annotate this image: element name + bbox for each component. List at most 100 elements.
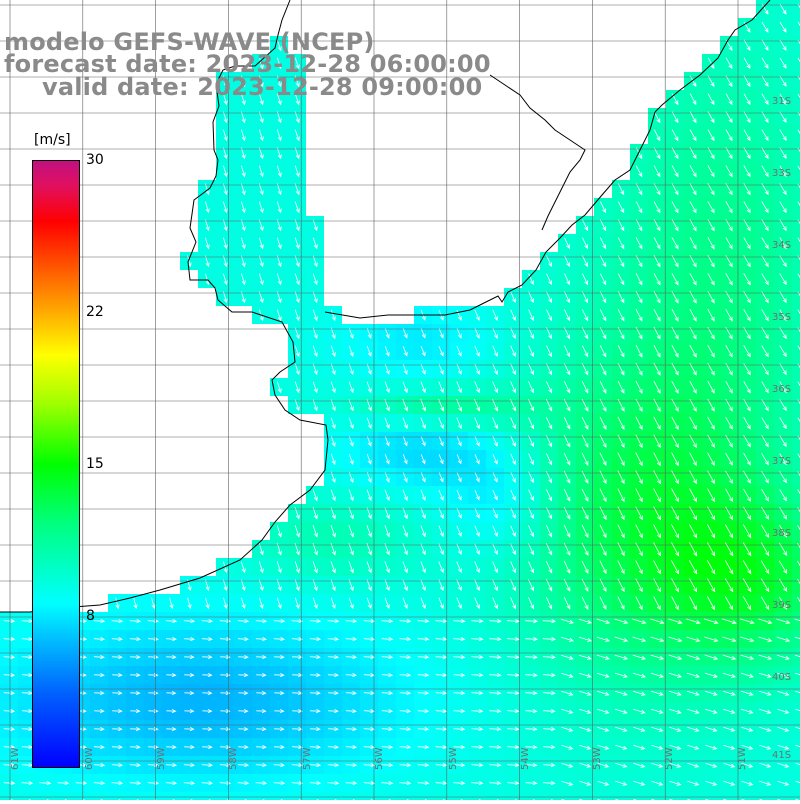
wind-cell: [288, 792, 306, 800]
wind-cell: [612, 792, 630, 800]
wind-cell: [792, 360, 800, 378]
wind-cell: [792, 774, 800, 792]
wind-cell: [306, 792, 324, 800]
colorbar-tick: 30: [86, 152, 104, 168]
wind-cell: [792, 108, 800, 126]
wind-cell: [360, 792, 378, 800]
longitude-label: 56W: [374, 747, 385, 770]
wind-cell: [792, 684, 800, 702]
wind-cell: [792, 756, 800, 774]
longitude-label: 52W: [664, 747, 675, 770]
wind-cell: [792, 630, 800, 648]
wind-cell: [792, 342, 800, 360]
latitude-label: 41S: [772, 750, 791, 761]
latitude-label: 31S: [772, 96, 791, 107]
wind-cell: [162, 792, 180, 800]
longitude-label: 60W: [84, 747, 95, 770]
wind-cell: [648, 792, 666, 800]
wind-cell: [792, 54, 800, 72]
longitude-label: 59W: [156, 747, 167, 770]
wind-cell: [792, 72, 800, 90]
wind-cell: [720, 792, 738, 800]
wind-cell: [36, 792, 54, 800]
wind-cell: [396, 792, 414, 800]
wind-cell: [180, 792, 198, 800]
wind-cell: [774, 792, 792, 800]
wind-cell: [792, 378, 800, 396]
wind-cell: [792, 144, 800, 162]
wind-cell: [792, 306, 800, 324]
wind-cell: [792, 234, 800, 252]
colorbar-unit: [m/s]: [34, 132, 71, 148]
latitude-label: 37S: [772, 456, 791, 467]
wind-cell: [792, 414, 800, 432]
wind-cell: [792, 432, 800, 450]
wind-cell: [558, 792, 576, 800]
wind-cell: [792, 612, 800, 630]
wind-cell: [792, 558, 800, 576]
wind-cell: [270, 792, 288, 800]
wind-cell: [234, 792, 252, 800]
longitude-label: 55W: [448, 747, 459, 770]
wind-cell: [738, 792, 756, 800]
wind-cell: [792, 216, 800, 234]
latitude-label: 40S: [772, 672, 791, 683]
latitude-label: 35S: [772, 312, 791, 323]
wind-cell: [792, 0, 800, 18]
wind-cell: [216, 792, 234, 800]
wind-cell: [792, 720, 800, 738]
wind-cell: [792, 450, 800, 468]
wind-cell: [72, 792, 90, 800]
wind-cell: [792, 666, 800, 684]
wind-cell: [144, 792, 162, 800]
wind-cell: [684, 792, 702, 800]
wind-cell: [792, 180, 800, 198]
wind-cell: [666, 792, 684, 800]
wind-cell: [792, 738, 800, 756]
wind-cell: [540, 792, 558, 800]
wind-cell: [792, 396, 800, 414]
colorbar-tick: 15: [86, 456, 104, 472]
wind-cell: [378, 792, 396, 800]
colorbar-tick: 22: [86, 304, 104, 320]
wind-cell: [486, 792, 504, 800]
latitude-label: 33S: [772, 168, 791, 179]
longitude-label: 57W: [302, 747, 313, 770]
colorbar: [32, 160, 80, 768]
wind-cell: [792, 540, 800, 558]
wind-cell: [792, 648, 800, 666]
wind-cell: [126, 792, 144, 800]
wind-cell: [90, 792, 108, 800]
longitude-label: 53W: [592, 747, 603, 770]
wind-cell: [432, 792, 450, 800]
latitude-label: 36S: [772, 384, 791, 395]
wind-cell: [792, 198, 800, 216]
wind-cell: [792, 702, 800, 720]
wind-cell: [414, 792, 432, 800]
wind-cell: [792, 270, 800, 288]
wind-cell: [54, 792, 72, 800]
wind-cell: [792, 504, 800, 522]
longitude-label: 58W: [228, 747, 239, 770]
longitude-label: 51W: [737, 747, 748, 770]
wind-cell: [342, 792, 360, 800]
wind-cell: [0, 792, 18, 800]
latitude-label: 38S: [772, 528, 791, 539]
wind-cell: [522, 792, 540, 800]
wind-cell: [450, 792, 468, 800]
wind-cell: [108, 792, 126, 800]
wind-cell: [576, 792, 594, 800]
longitude-label: 54W: [520, 747, 531, 770]
wind-cell: [792, 36, 800, 54]
wind-cell: [594, 792, 612, 800]
wind-cell: [252, 792, 270, 800]
wind-cell: [792, 522, 800, 540]
wind-cell: [792, 576, 800, 594]
wind-cell: [792, 90, 800, 108]
wind-cell: [198, 792, 216, 800]
wind-cell: [756, 792, 774, 800]
wind-cell: [792, 468, 800, 486]
wind-cell: [792, 792, 800, 800]
